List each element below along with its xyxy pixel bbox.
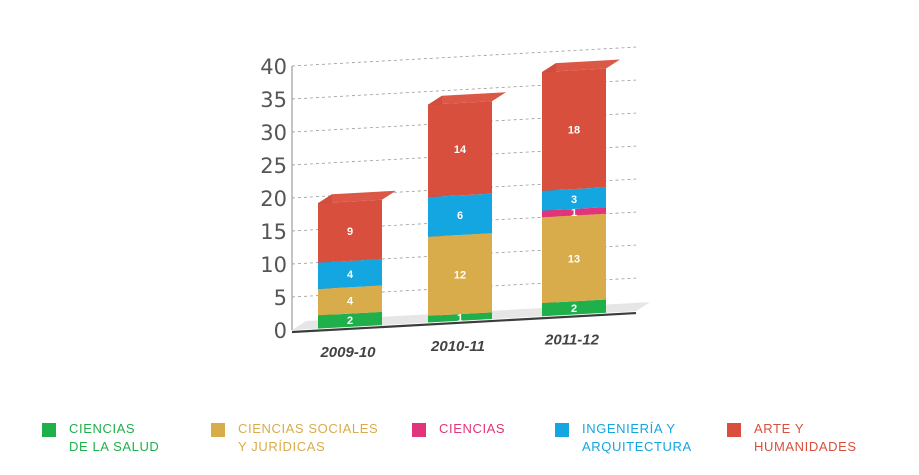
legend-label: CIENCIAS	[439, 421, 506, 436]
bar-segment	[428, 193, 492, 237]
data-label: 3	[571, 194, 577, 206]
legend-item-ciencias: CIENCIAS	[412, 420, 505, 438]
legend-label: CIENCIAS SOCIALES Y JURÍDICAS	[238, 421, 379, 454]
data-label: 1	[571, 207, 577, 219]
y-tick-label: 5	[274, 286, 287, 310]
bar-segment	[542, 68, 606, 191]
x-tick-label: 2011-12	[544, 331, 600, 348]
y-tick-label: 35	[260, 88, 287, 112]
stacked-bar-chart: 051015202530354024492009-101126142010-11…	[260, 46, 650, 361]
legend-swatch	[727, 423, 741, 437]
x-tick-label: 2010-11	[430, 338, 485, 355]
legend-swatch	[555, 423, 569, 437]
bar-segment	[318, 311, 382, 329]
data-label: 9	[347, 226, 353, 238]
legend-swatch	[211, 423, 225, 437]
bar-segment	[428, 101, 492, 198]
legend-item-ciencias-de-la-salud: CIENCIAS DE LA SALUD	[42, 420, 159, 456]
bar-segment	[318, 285, 382, 316]
data-label: 14	[454, 144, 467, 156]
legend-item-arte-y-humanidades: ARTE Y HUMANIDADES	[727, 420, 857, 456]
y-tick-label: 10	[260, 253, 287, 277]
bar-top-face	[428, 92, 506, 105]
bar-segment	[542, 213, 606, 304]
bar-segment	[318, 199, 382, 263]
bar-segment	[542, 207, 606, 218]
baseline	[291, 311, 637, 334]
data-label: 4	[347, 295, 354, 307]
y-tick-label: 15	[260, 220, 287, 244]
bar-segment	[428, 312, 492, 323]
data-label: 12	[454, 270, 466, 282]
legend-label: INGENIERÍA Y ARQUITECTURA	[582, 421, 692, 454]
y-tick-label: 0	[274, 319, 287, 343]
bar-segment	[428, 233, 492, 316]
y-tick-label: 40	[260, 55, 287, 79]
legend-item-ciencias-sociales-y-juridicas: CIENCIAS SOCIALES Y JURÍDICAS	[211, 420, 378, 456]
legend-label: ARTE Y HUMANIDADES	[754, 421, 857, 454]
legend-label: CIENCIAS DE LA SALUD	[69, 421, 160, 454]
bar-segment	[318, 259, 382, 289]
data-label: 6	[457, 210, 463, 222]
bar-group-2009-10: 2 4 4 9	[318, 190, 396, 329]
data-label: 13	[568, 253, 580, 265]
y-tick-label: 20	[260, 187, 287, 211]
legend-item-ingenieria-y-arquitectura: INGENIERÍA Y ARQUITECTURA	[555, 420, 692, 456]
y-tick-label: 30	[260, 121, 287, 145]
bar-group-2010-11: 1 12 6 14	[428, 92, 506, 324]
data-label: 2	[571, 303, 577, 315]
data-label: 1	[457, 312, 463, 324]
bar-segment	[542, 187, 606, 211]
legend-swatch	[42, 423, 56, 437]
data-label: 18	[568, 125, 580, 137]
data-label: 2	[347, 315, 353, 327]
bar-top-face	[318, 190, 396, 204]
bar-group-2011-12: 2 13 13 18	[542, 59, 620, 317]
data-label: 4	[347, 269, 354, 281]
x-tick-label: 2009-10	[319, 344, 376, 361]
bar-top-face	[542, 59, 620, 73]
y-tick-label: 25	[260, 154, 287, 178]
bar-segment	[542, 299, 606, 317]
legend-swatch	[412, 423, 426, 437]
legend: CIENCIAS DE LA SALUD CIENCIAS SOCIALES Y…	[0, 420, 919, 470]
